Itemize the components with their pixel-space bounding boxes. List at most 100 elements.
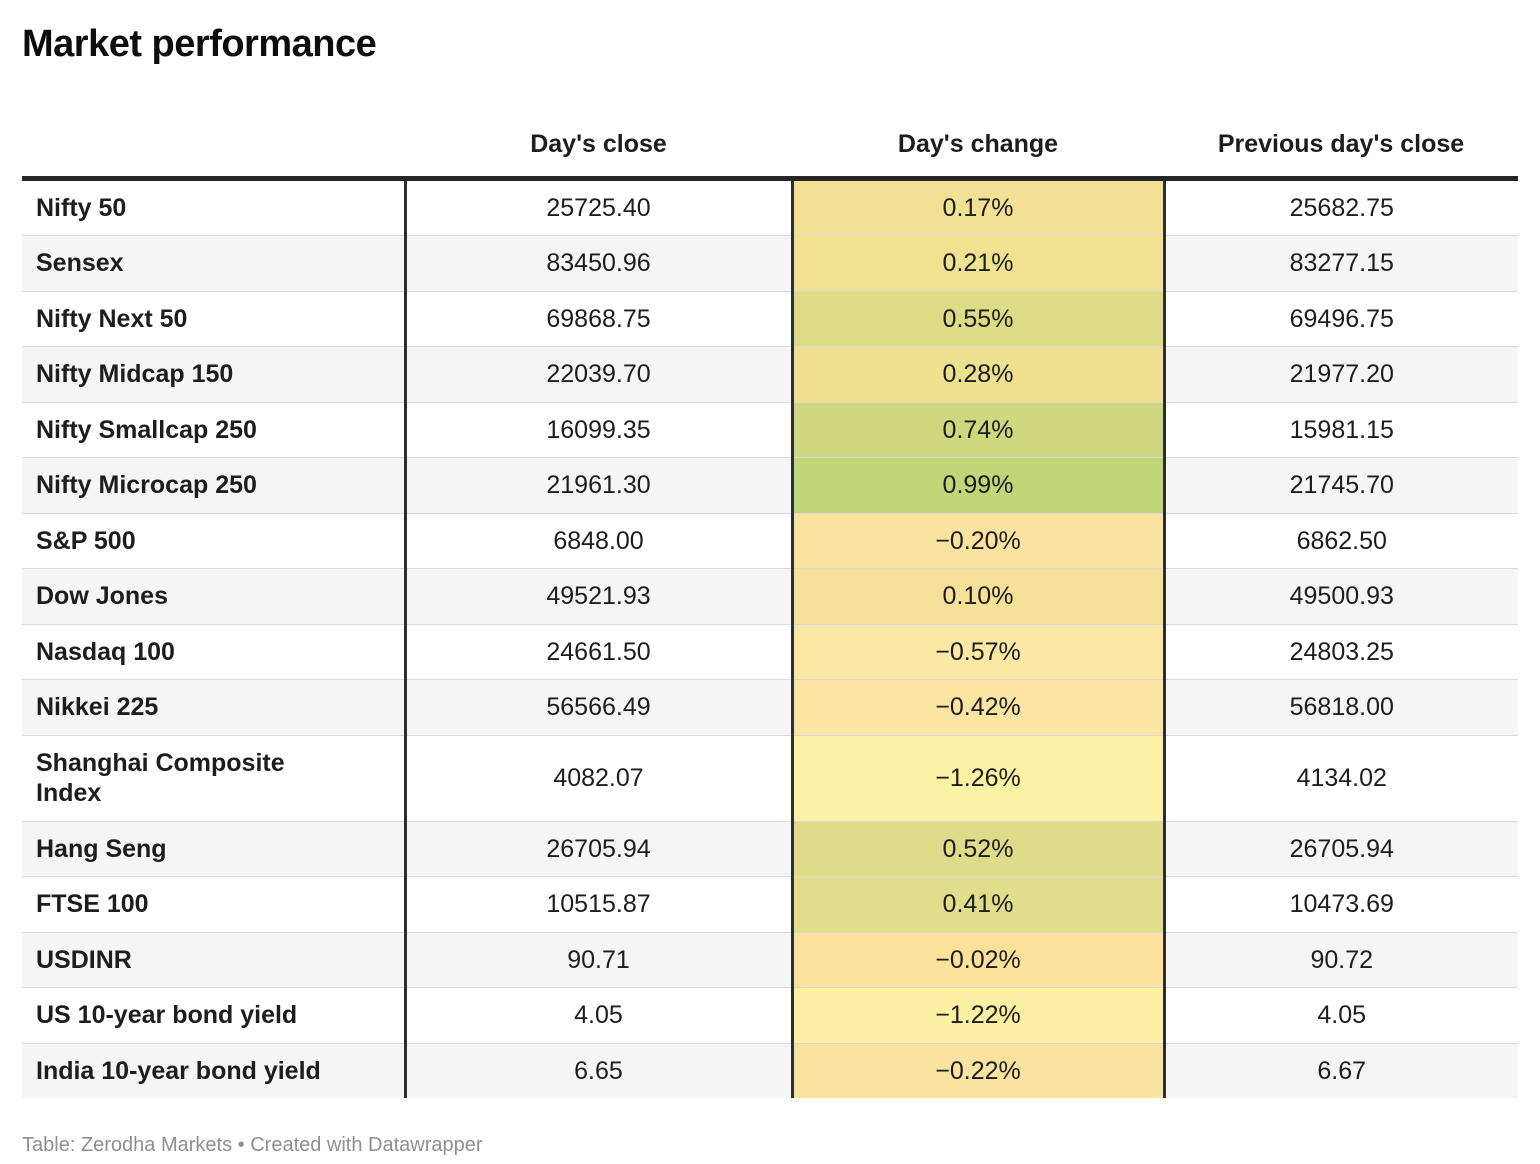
table-attribution: Table: Zerodha Markets • Created with Da…	[22, 1134, 483, 1157]
row-label-cell: S&P 500	[22, 512, 407, 569]
row-label: India 10-year bond yield	[36, 1056, 321, 1085]
days-close-cell: 21961.30	[405, 457, 792, 514]
row-label: USDINR	[36, 945, 132, 974]
days-change-cell: 0.74%	[790, 401, 1166, 458]
days-change-cell: −0.22%	[790, 1042, 1166, 1099]
table-row: US 10-year bond yield 4.05 −1.22% 4.05	[22, 987, 1518, 1044]
table-row: Nifty Midcap 150 22039.70 0.28% 21977.20	[22, 346, 1518, 403]
prev-close-cell: 24803.25	[1164, 623, 1518, 680]
prev-close-cell: 15981.15	[1164, 401, 1518, 458]
row-label-cell: Nikkei 225	[22, 679, 407, 736]
table-row: Sensex 83450.96 0.21% 83277.15	[22, 235, 1518, 292]
days-change-cell: 0.17%	[790, 178, 1166, 236]
column-header-prev-close: Previous day's close	[1217, 129, 1465, 158]
prev-close-cell: 25682.75	[1289, 193, 1394, 222]
row-label-cell: USDINR	[22, 931, 407, 988]
days-change-cell: −0.57%	[790, 623, 1166, 680]
table-row: Hang Seng 26705.94 0.52% 26705.94	[22, 820, 1518, 877]
row-label: Nifty Smallcap 250	[36, 415, 257, 444]
table-row: FTSE 100 10515.87 0.41% 10473.69	[22, 876, 1518, 933]
table-row: USDINR 90.71 −0.02% 90.72	[22, 931, 1518, 988]
days-close-cell: 69868.75	[405, 290, 792, 347]
days-change-cell: 0.52%	[790, 820, 1166, 877]
column-header-blank	[22, 130, 405, 179]
row-label: Nifty Next 50	[36, 304, 188, 333]
table-row: Nifty 50 25725.40 0.17% 25682.75	[22, 178, 1518, 236]
row-label-cell: Dow Jones	[22, 568, 407, 625]
row-label: FTSE 100	[36, 890, 149, 919]
days-change-cell: −0.20%	[790, 512, 1166, 569]
days-change-cell: 0.41%	[790, 876, 1166, 933]
days-change-cell: −1.22%	[790, 987, 1166, 1044]
prev-close-cell: 6.67	[1164, 1042, 1518, 1099]
days-change-cell: 0.10%	[790, 568, 1166, 625]
days-close-cell: 4.05	[405, 987, 792, 1044]
row-label-cell: US 10-year bond yield	[22, 987, 407, 1044]
prev-close-cell: 21745.70	[1164, 457, 1518, 514]
row-label: Nikkei 225	[36, 693, 159, 722]
prev-close-cell: 26705.94	[1164, 820, 1518, 877]
row-label: Nifty 50	[36, 193, 127, 222]
row-label: Dow Jones	[36, 582, 168, 611]
row-label-cell: India 10-year bond yield	[22, 1042, 407, 1099]
header-row: Day's close Day's change Previous day's …	[22, 130, 1518, 179]
days-close-cell: 10515.87	[405, 876, 792, 933]
days-close-cell: 4082.07	[405, 734, 792, 822]
row-label: Shanghai Composite Index	[36, 748, 285, 808]
days-close-cell: 6848.00	[405, 512, 792, 569]
days-change-cell: −0.42%	[790, 679, 1166, 736]
prev-close-cell: 4134.02	[1164, 734, 1518, 822]
row-label: Nifty Midcap 150	[36, 360, 234, 389]
prev-close-cell: 4.05	[1164, 987, 1518, 1044]
days-change-cell: 0.55%	[790, 290, 1166, 347]
days-close-cell: 83450.96	[405, 235, 792, 292]
row-label-cell: Nifty Next 50	[22, 290, 407, 347]
row-label-cell: Nifty Microcap 250	[22, 457, 407, 514]
row-label: Sensex	[36, 249, 124, 278]
row-label-cell: Hang Seng	[22, 820, 407, 877]
row-label: Nasdaq 100	[36, 637, 175, 666]
days-close-cell: 25725.40	[546, 193, 651, 222]
prev-close-cell: 10473.69	[1164, 876, 1518, 933]
row-label-cell: FTSE 100	[22, 876, 407, 933]
days-close-cell: 16099.35	[405, 401, 792, 458]
table-row: India 10-year bond yield 6.65 −0.22% 6.6…	[22, 1042, 1518, 1099]
days-change-cell: 0.28%	[790, 346, 1166, 403]
row-label-cell: Sensex	[22, 235, 407, 292]
row-label: US 10-year bond yield	[36, 1001, 298, 1030]
table-row: Dow Jones 49521.93 0.10% 49500.93	[22, 568, 1518, 625]
table-row: Nikkei 225 56566.49 −0.42% 56818.00	[22, 679, 1518, 736]
days-close-cell: 26705.94	[405, 820, 792, 877]
table-row: S&P 500 6848.00 −0.20% 6862.50	[22, 512, 1518, 569]
prev-close-cell: 6862.50	[1164, 512, 1518, 569]
column-header-days-close: Day's close	[530, 129, 667, 158]
days-close-cell: 49521.93	[405, 568, 792, 625]
days-close-cell: 56566.49	[405, 679, 792, 736]
days-close-cell: 24661.50	[405, 623, 792, 680]
table-row: Nasdaq 100 24661.50 −0.57% 24803.25	[22, 623, 1518, 680]
table-row: Nifty Smallcap 250 16099.35 0.74% 15981.…	[22, 401, 1518, 458]
market-performance-table: Day's close Day's change Previous day's …	[22, 130, 1518, 1099]
row-label: Hang Seng	[36, 834, 167, 863]
days-close-cell: 90.71	[405, 931, 792, 988]
prev-close-cell: 56818.00	[1164, 679, 1518, 736]
days-change-cell: 0.21%	[790, 235, 1166, 292]
days-change-cell: −1.26%	[790, 734, 1166, 822]
row-label: Nifty Microcap 250	[36, 471, 257, 500]
page-title: Market performance	[22, 23, 377, 65]
days-close-cell: 6.65	[405, 1042, 792, 1099]
row-label-cell: Nifty 50	[22, 178, 407, 236]
row-label-cell: Nasdaq 100	[22, 623, 407, 680]
days-change-cell: −0.02%	[790, 931, 1166, 988]
row-label: S&P 500	[36, 526, 136, 555]
row-label-cell: Nifty Midcap 150	[22, 346, 407, 403]
column-header-days-change: Day's change	[897, 129, 1059, 158]
table-row: Shanghai Composite Index 4082.07 −1.26% …	[22, 734, 1518, 822]
row-label-cell: Shanghai Composite Index	[22, 734, 407, 822]
prev-close-cell: 21977.20	[1164, 346, 1518, 403]
prev-close-cell: 90.72	[1164, 931, 1518, 988]
table-row: Nifty Microcap 250 21961.30 0.99% 21745.…	[22, 457, 1518, 514]
table-row: Nifty Next 50 69868.75 0.55% 69496.75	[22, 290, 1518, 347]
row-label-cell: Nifty Smallcap 250	[22, 401, 407, 458]
